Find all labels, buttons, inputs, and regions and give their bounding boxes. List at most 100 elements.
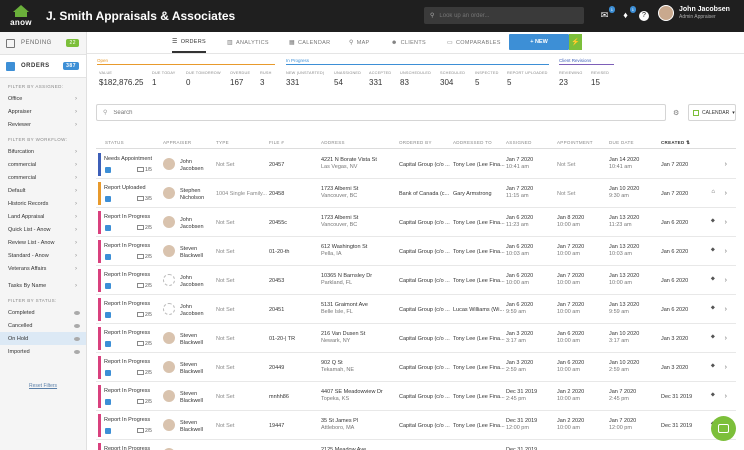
col-addressed-to[interactable]: Addressed To (453, 140, 492, 145)
stat-report-uploaded[interactable]: Report Uploaded 5 (507, 71, 548, 87)
filter-office[interactable]: Office › (0, 92, 86, 105)
tag-icon[interactable]: ⬥ (710, 276, 715, 282)
col-due-date[interactable]: Due Date (609, 140, 634, 145)
order-lookup[interactable]: ⚲ (424, 7, 584, 24)
filter-appraiser[interactable]: Appraiser › (0, 105, 86, 118)
workflow-item[interactable]: Historic Records › (0, 197, 86, 210)
sidebar-tab-orders[interactable]: ORDERS 387 (0, 55, 86, 78)
order-lookup-input[interactable] (439, 12, 570, 19)
col-assigned[interactable]: Assigned (506, 140, 532, 145)
orders-search-input[interactable] (113, 109, 614, 116)
stat-unassigned[interactable]: Unassigned 54 (334, 71, 361, 87)
calendar-dropdown[interactable]: CALENDAR ▾ (688, 104, 736, 121)
tab-calendar[interactable]: ▦ CALENDAR (289, 32, 330, 53)
col-type[interactable]: Type (216, 140, 229, 145)
bolt-icon[interactable]: ⚡ (569, 34, 582, 50)
eye-icon[interactable] (74, 349, 80, 354)
table-row[interactable]: Report In Progress 2/5 John Jacobsen Not Set… (96, 295, 736, 324)
table-row[interactable]: Report Uploaded 3/5 Stephen Nicholson 1004 S… (96, 179, 736, 208)
stat-due-today[interactable]: Due Today 1 (152, 71, 176, 87)
stat-scheduled[interactable]: Scheduled 304 (440, 71, 465, 87)
tag-icon[interactable]: ⬥ (710, 334, 715, 340)
stat-new-unstarted[interactable]: New (Unstarted) 331 (286, 71, 324, 87)
col-created[interactable]: Created ⇅ (661, 140, 690, 146)
eye-icon[interactable] (74, 323, 80, 328)
eye-icon[interactable] (74, 336, 80, 341)
chevron-right-icon[interactable]: › (724, 306, 727, 313)
sidebar-tab-pending[interactable]: PENDING 22 (0, 32, 86, 55)
tab-map[interactable]: ⚲ MAP (349, 32, 370, 53)
stat-reviewing[interactable]: Reviewing 23 (559, 71, 583, 87)
table-row[interactable]: Report In Progress 2/5 John Jacobsen Not Set… (96, 208, 736, 237)
filter-reviewer[interactable]: Reviewer › (0, 118, 86, 131)
table-row[interactable]: Report In Progress 2/5 Steven Blackwell Not … (96, 237, 736, 266)
chevron-right-icon[interactable]: › (724, 335, 727, 342)
bell-icon[interactable]: ♦ 1 (623, 6, 636, 20)
table-row[interactable]: Report In Progress 2/5 Steven Blackwell Not … (96, 382, 736, 411)
status-filter-completed[interactable]: Completed (0, 306, 86, 319)
tab-comparables[interactable]: ▭ COMPARABLES (447, 32, 501, 53)
table-row[interactable]: Report In Progress 2/5 John Jacobsen Not Set… (96, 266, 736, 295)
table-row[interactable]: Report In Progress 2/5 Steven Blackwell Not … (96, 353, 736, 382)
workflow-item[interactable]: Default › (0, 184, 86, 197)
col-appraiser[interactable]: Appraiser (163, 140, 192, 145)
stat-accepted[interactable]: Accepted 331 (369, 71, 391, 87)
chevron-right-icon[interactable]: › (724, 190, 727, 197)
gear-icon[interactable]: ⚙ (673, 110, 680, 117)
workflow-item[interactable]: Bifurcation › (0, 145, 86, 158)
stat-inspected[interactable]: Inspected 5 (475, 71, 499, 87)
table-row[interactable]: Report In Progress 2/5 Steven Blackwell Not … (96, 411, 736, 440)
table-row[interactable]: Report In Progress 2125 Meadow Ave Dec 31 … (96, 440, 736, 450)
stat-unscheduled[interactable]: Unscheduled 83 (400, 71, 431, 87)
stat-due-tomorrow[interactable]: Due Tomorrow 0 (186, 71, 221, 87)
chat-icon[interactable]: ✉ 1 (600, 6, 615, 20)
home-icon[interactable]: ⌂ (711, 189, 715, 195)
reset-filters-link[interactable]: Reset Filters (29, 383, 58, 389)
stat-number: 83 (400, 78, 409, 87)
new-order-button[interactable]: + NEW (509, 34, 569, 50)
table-row[interactable]: Needs Appointment 1/5 John Jacobsen Not Set 2… (96, 150, 736, 179)
chevron-right-icon[interactable]: › (724, 393, 727, 400)
tab-analytics[interactable]: ▥ ANALYTICS (227, 32, 269, 53)
status-filter-on-hold[interactable]: On Hold (0, 332, 86, 345)
stat-value[interactable]: Value $182,876.25 (99, 71, 144, 87)
workflow-item[interactable]: Quick List - Anow › (0, 223, 86, 236)
stat-revised[interactable]: Revised 15 (591, 71, 609, 87)
help-icon[interactable]: ? (639, 11, 649, 21)
workflow-item[interactable]: commercial › (0, 171, 86, 184)
stat-rush[interactable]: Rush 3 (260, 71, 272, 87)
tag-icon[interactable]: ⬥ (710, 305, 715, 311)
workflow-item[interactable]: commercial › (0, 158, 86, 171)
status-filter-imported[interactable]: Imported (0, 345, 86, 358)
tag-icon[interactable]: ⬥ (710, 247, 715, 253)
user-menu[interactable]: John Jacobsen Admin Appraiser (658, 5, 730, 21)
tag-icon[interactable]: ⬥ (710, 363, 715, 369)
col-address[interactable]: Address (321, 140, 345, 145)
chevron-right-icon[interactable]: › (724, 219, 727, 226)
workflow-item[interactable]: Review List - Anow › (0, 236, 86, 249)
due-date: Jan 7 2020 2:45 pm (609, 389, 636, 403)
filter-tasks-by-name[interactable]: Tasks By Name › (0, 279, 86, 292)
chevron-right-icon[interactable]: › (724, 364, 727, 371)
table-row[interactable]: Report In Progress 2/5 Steven Blackwell Not … (96, 324, 736, 353)
chevron-right-icon[interactable]: › (724, 277, 727, 284)
chat-launcher-button[interactable] (711, 416, 736, 441)
tab-orders[interactable]: ☰ ORDERS (172, 32, 207, 53)
chevron-right-icon[interactable]: › (724, 248, 727, 255)
tag-icon[interactable]: ⬥ (710, 218, 715, 224)
tag-icon[interactable]: ⬥ (710, 392, 715, 398)
col-ordered-by[interactable]: Ordered By (399, 140, 432, 145)
workflow-item[interactable]: Veterans Affairs › (0, 262, 86, 275)
col-file[interactable]: File # (269, 140, 285, 145)
col-appointment[interactable]: Appointment (557, 140, 593, 145)
status-filter-cancelled[interactable]: Cancelled (0, 319, 86, 332)
app-logo[interactable]: anow (2, 0, 40, 32)
workflow-item[interactable]: Standard - Anow › (0, 249, 86, 262)
workflow-item[interactable]: Land Appraisal › (0, 210, 86, 223)
col-status[interactable]: Status (105, 140, 124, 145)
stat-overdue[interactable]: Overdue 167 (230, 71, 250, 87)
tab-clients[interactable]: ☻ CLIENTS (391, 32, 426, 53)
chevron-right-icon[interactable]: › (724, 161, 727, 168)
eye-icon[interactable] (74, 310, 80, 315)
orders-search[interactable]: ⚲ (96, 104, 666, 121)
